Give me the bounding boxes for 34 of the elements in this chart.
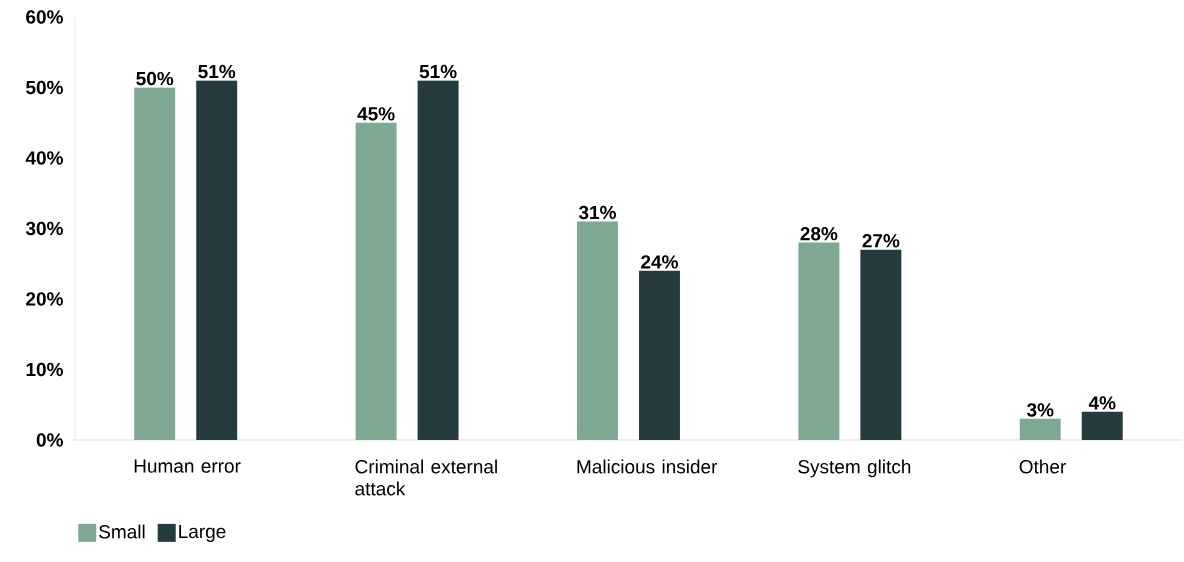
data-label: 27% — [862, 234, 900, 248]
data-label: 28% — [800, 226, 838, 241]
y-tick-label: 0% — [36, 433, 63, 447]
data-label: 3% — [1026, 403, 1054, 417]
data-label: 51% — [419, 64, 457, 79]
data-label: 51% — [198, 64, 236, 79]
data-label: 4% — [1088, 396, 1116, 410]
y-tick-label: 40% — [25, 151, 63, 165]
x-tick-label: Human error — [134, 459, 241, 473]
x-tick-label: Criminal external attack — [355, 459, 497, 496]
legend-label: Small — [99, 524, 145, 539]
y-tick-label: 50% — [26, 80, 63, 95]
bar — [417, 80, 459, 440]
bar — [355, 122, 397, 440]
legend-label: Large — [179, 524, 226, 542]
y-tick-label: 20% — [26, 292, 63, 306]
data-label: 45% — [357, 107, 395, 121]
x-tick-label: Other — [1019, 459, 1066, 474]
x-tick-label: System glitch — [798, 459, 911, 478]
y-tick-label: 10% — [26, 362, 63, 377]
bar — [577, 221, 618, 440]
bar — [196, 80, 238, 440]
data-label: 50% — [136, 71, 174, 86]
bar — [860, 249, 902, 440]
bar — [638, 270, 680, 440]
bar — [134, 87, 176, 440]
data-label: 24% — [641, 255, 678, 269]
bar — [1019, 418, 1061, 440]
y-tick-label: 30% — [25, 221, 63, 236]
y-tick-label: 60% — [26, 10, 63, 24]
bar — [1081, 411, 1123, 440]
data-label: 31% — [578, 205, 616, 220]
x-tick-label: Malicious insider — [577, 459, 718, 474]
bar — [798, 242, 840, 440]
